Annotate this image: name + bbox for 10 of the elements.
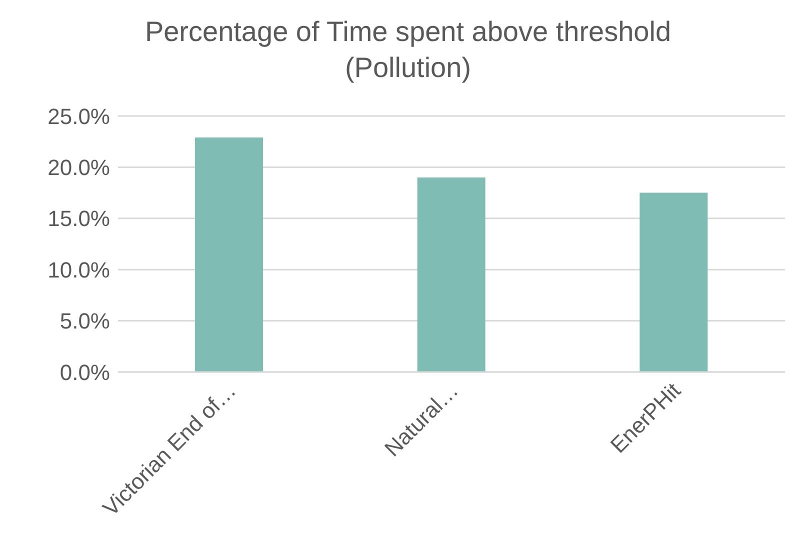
y-tick-label: 20.0% bbox=[48, 155, 110, 180]
y-tick-label: 15.0% bbox=[48, 206, 110, 232]
y-tick-label: 25.0% bbox=[48, 104, 110, 129]
bar bbox=[417, 177, 486, 372]
bar bbox=[640, 192, 708, 372]
bar bbox=[195, 138, 263, 372]
y-tick-label: 0.0% bbox=[60, 360, 110, 385]
chart-title: Percentage of Time spent above threshold (Pollution) bbox=[144, 15, 672, 85]
y-tick-label: 10.0% bbox=[48, 257, 110, 282]
y-tick-label: 5.0% bbox=[60, 308, 110, 334]
